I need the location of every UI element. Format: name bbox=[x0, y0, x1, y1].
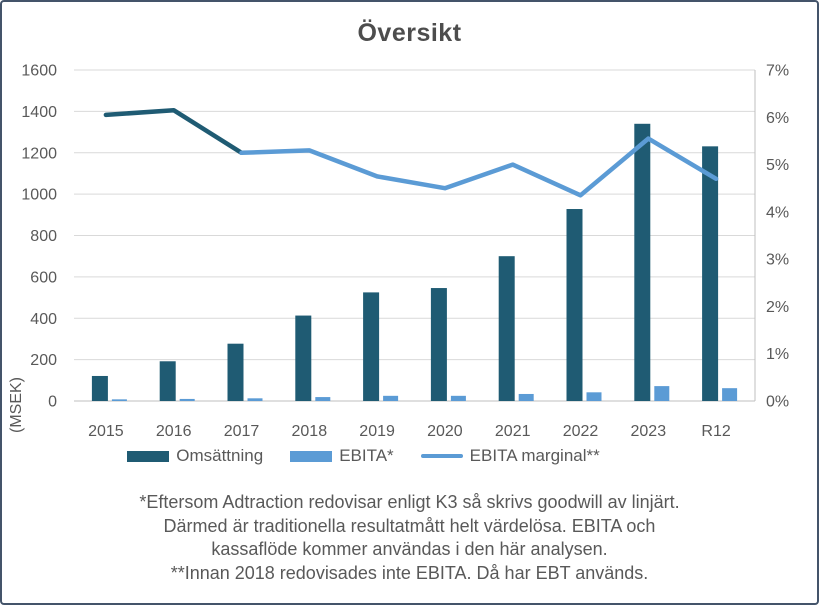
right-axis-tick: 7% bbox=[766, 63, 789, 80]
right-axis-tick: 5% bbox=[766, 157, 789, 174]
bar-ebita-2021 bbox=[518, 393, 534, 401]
x-axis-label-2020: 2020 bbox=[427, 423, 463, 440]
left-axis-tick: 400 bbox=[30, 311, 57, 328]
right-axis-tick: 3% bbox=[766, 252, 789, 269]
bar-ebita-2020 bbox=[450, 395, 466, 401]
left-axis-tick: 600 bbox=[30, 269, 57, 286]
left-axis-title: (MSEK) bbox=[8, 377, 25, 433]
legend-label-omsattning: Omsättning bbox=[176, 446, 264, 465]
omsattning-swatch-icon bbox=[127, 450, 170, 462]
right-axis-tick: 2% bbox=[766, 299, 789, 316]
chart-footnotes: *Eftersom Adtraction redovisar enligt K3… bbox=[0, 491, 819, 585]
x-axis-label-2023: 2023 bbox=[631, 423, 667, 440]
ebita-marginal-line bbox=[239, 136, 719, 198]
left-axis-tick: 1200 bbox=[21, 145, 57, 162]
right-axis-tick: 1% bbox=[766, 346, 789, 363]
x-axis-label-R12: R12 bbox=[701, 423, 730, 440]
left-axis-tick: 1600 bbox=[21, 63, 57, 80]
bar-omsattning-2019 bbox=[363, 292, 380, 401]
bar-omsattning-2020 bbox=[430, 288, 447, 401]
x-axis-label-2021: 2021 bbox=[495, 423, 531, 440]
left-axis-tick: 800 bbox=[30, 228, 57, 245]
bar-omsattning-2015 bbox=[91, 375, 108, 401]
right-axis-tick: 6% bbox=[766, 110, 789, 127]
right-axis-tick: 4% bbox=[766, 204, 789, 221]
bar-omsattning-2021 bbox=[498, 256, 515, 401]
bar-omsattning-2018 bbox=[295, 315, 312, 401]
left-axis-tick: 200 bbox=[30, 352, 57, 369]
x-axis-label-2019: 2019 bbox=[359, 423, 395, 440]
bar-omsattning-R12 bbox=[702, 146, 719, 401]
left-axis-tick: 1400 bbox=[21, 104, 57, 121]
legend-item-ebita: EBITA* bbox=[290, 446, 394, 466]
x-axis-label-2017: 2017 bbox=[224, 423, 260, 440]
bar-ebita-2015 bbox=[111, 399, 127, 401]
ebita-swatch-icon bbox=[290, 450, 333, 462]
bar-ebita-R12 bbox=[722, 388, 738, 401]
bar-omsattning-2023 bbox=[634, 123, 651, 401]
bar-omsattning-2022 bbox=[566, 209, 583, 401]
x-axis-label-2022: 2022 bbox=[563, 423, 599, 440]
bar-ebita-2019 bbox=[383, 395, 399, 401]
legend-item-omsattning: Omsättning bbox=[127, 446, 263, 466]
bar-ebita-2017 bbox=[247, 398, 263, 401]
x-axis-label-2016: 2016 bbox=[156, 423, 192, 440]
footnote-line-3: kassaflöde kommer användas i den här ana… bbox=[211, 539, 608, 559]
bar-omsattning-2017 bbox=[227, 343, 244, 401]
left-axis-tick: 0 bbox=[48, 394, 57, 411]
chart-legend: Omsättning EBITA* EBITA marginal** bbox=[0, 446, 773, 466]
left-axis-tick: 1000 bbox=[21, 187, 57, 204]
x-axis-label-2018: 2018 bbox=[292, 423, 328, 440]
footnote-line-1: *Eftersom Adtraction redovisar enligt K3… bbox=[139, 492, 680, 512]
legend-label-ebita: EBITA* bbox=[339, 446, 394, 465]
footnote-line-4: **Innan 2018 redovisades inte EBITA. Då … bbox=[170, 562, 649, 583]
bar-ebita-2023 bbox=[654, 386, 670, 401]
bar-omsattning-2016 bbox=[159, 361, 176, 401]
footnote-line-2: Därmed är traditionella resultatmått hel… bbox=[163, 515, 656, 536]
bar-ebita-2022 bbox=[586, 392, 602, 401]
right-axis-tick: 0% bbox=[766, 394, 789, 411]
chart-title: Översikt bbox=[357, 19, 462, 47]
legend-label-ebita-marginal: EBITA marginal** bbox=[469, 446, 600, 465]
bar-ebita-2018 bbox=[315, 397, 331, 401]
x-axis-label-2015: 2015 bbox=[88, 423, 124, 440]
ebita-marginal-line-pre2018 bbox=[103, 107, 244, 156]
bar-ebita-2016 bbox=[179, 398, 195, 401]
ebita-marginal-line-swatch-icon bbox=[420, 453, 463, 459]
legend-item-ebita-marginal: EBITA marginal** bbox=[420, 446, 600, 466]
